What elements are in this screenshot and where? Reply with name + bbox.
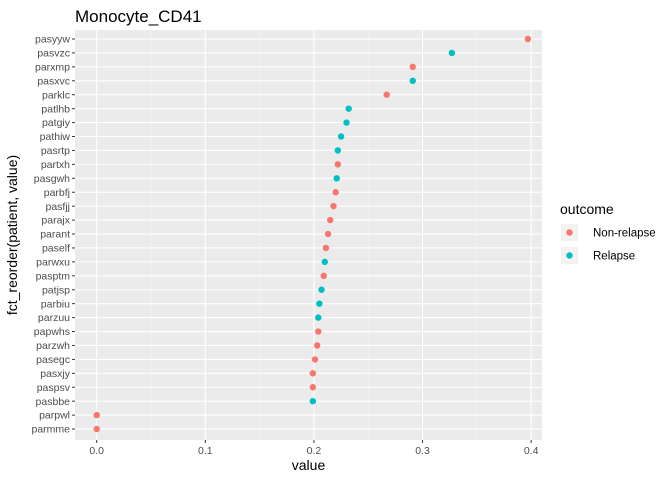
grid-major [75, 30, 542, 440]
chart-title: Monocyte_CD41 [75, 7, 202, 26]
x-tick-label: 0.2 [307, 445, 322, 457]
y-tick-label: pasxjy [40, 368, 71, 380]
data-point-patlhb [345, 105, 352, 112]
y-tick-label: parant [40, 229, 70, 241]
y-tick-label: patgiy [42, 117, 71, 129]
y-tick-label: pasrtp [41, 145, 70, 157]
y-tick-label: pasvzc [37, 48, 70, 60]
y-tick-label: parzwh [36, 340, 70, 352]
data-point-parzuu [315, 314, 322, 321]
y-tick-label: pasxvc [37, 75, 70, 87]
y-tick-label: parbiu [41, 298, 70, 310]
data-point-patjsp [318, 286, 325, 293]
data-point-pasxvc [409, 77, 416, 84]
y-tick-label: parajx [41, 215, 70, 227]
y-tick-label: pasegc [36, 354, 70, 366]
data-point-parbfj [332, 189, 339, 196]
data-point-parmme [93, 425, 100, 433]
x-axis-title: value [292, 457, 326, 473]
legend-swatch-non-relapse [566, 229, 573, 236]
y-tick-label: pasptm [36, 270, 71, 282]
x-axis: 0.0 0.1 0.2 0.3 0.4 [89, 440, 539, 457]
data-point-paspsv [309, 384, 317, 391]
y-tick-label: pasyyw [35, 34, 70, 46]
data-point-parajx [327, 216, 334, 224]
data-point-patgiy [343, 119, 350, 126]
data-point-paself [322, 244, 330, 252]
data-point-pathiw [337, 133, 345, 140]
y-axis-title: fct_reorder(patient, value) [4, 155, 20, 315]
data-point-papwhs [315, 328, 322, 335]
data-point-pasgwh [333, 175, 340, 182]
y-tick-label: pasgwh [34, 173, 70, 185]
data-point-parklc [383, 91, 390, 98]
x-tick-label: 0.4 [524, 445, 539, 457]
y-tick-label: parbfj [44, 187, 70, 199]
y-tick-label: paself [42, 243, 70, 255]
data-point-pasvzc [448, 49, 456, 57]
grid-minor [150, 30, 478, 440]
data-point-parzwh [313, 342, 321, 349]
y-tick-label: papwhs [34, 326, 70, 338]
data-point-parpwl [93, 411, 100, 419]
data-point-pasegc [311, 356, 319, 363]
x-tick-label: 0.3 [415, 445, 430, 457]
y-tick-label: pasbbe [36, 396, 71, 408]
data-points [93, 35, 532, 433]
y-tick-label: patlhb [41, 103, 70, 115]
y-tick-label: patjsp [42, 284, 70, 296]
x-tick-label: 0.0 [89, 445, 104, 457]
legend: outcome Non-relapse Relapse [560, 201, 656, 264]
y-tick-label: parklc [42, 89, 70, 101]
legend-label: Relapse [593, 251, 635, 263]
data-point-pasptm [320, 272, 327, 280]
y-tick-label: parxmp [35, 61, 70, 73]
data-point-parant [324, 230, 332, 238]
y-tick-label: parzuu [38, 312, 70, 324]
y-tick-label: parpwl [39, 410, 70, 422]
x-tick-label: 0.1 [198, 445, 213, 457]
y-tick-label: paspsv [37, 382, 71, 394]
data-point-parwxu [321, 258, 328, 266]
y-tick-label: parmme [31, 424, 70, 436]
plot-panel [75, 30, 542, 440]
data-point-pasbbe [309, 397, 317, 405]
y-tick-label: pathiw [40, 131, 71, 143]
data-point-pasyyw [524, 35, 532, 43]
data-point-pasxjy [309, 370, 317, 377]
legend-label: Non-relapse [593, 228, 656, 240]
data-point-parbiu [316, 300, 323, 307]
legend-title: outcome [560, 201, 614, 217]
data-point-pasfjj [330, 202, 337, 210]
data-point-parxmp [409, 63, 416, 71]
data-point-pasrtp [334, 147, 342, 154]
y-tick-label: parwxu [36, 256, 70, 268]
y-tick-label: pasfjj [45, 201, 70, 213]
legend-swatch-relapse [566, 252, 573, 259]
y-tick-label: partxh [41, 159, 70, 171]
data-point-partxh [334, 161, 342, 168]
